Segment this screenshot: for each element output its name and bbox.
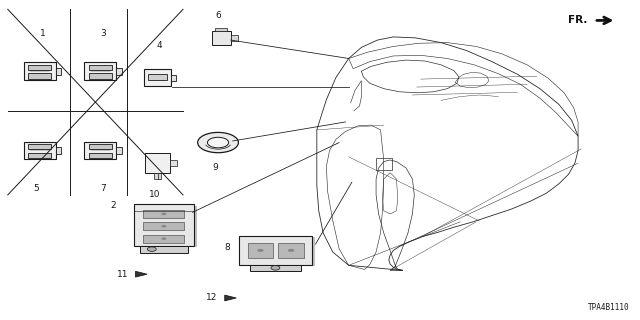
Text: 6: 6 — [215, 11, 221, 20]
Bar — [241, 237, 315, 266]
Text: 3: 3 — [100, 28, 106, 38]
Text: 4: 4 — [157, 41, 162, 50]
Text: FR.: FR. — [568, 15, 588, 25]
Bar — [89, 144, 111, 149]
Bar — [250, 265, 301, 271]
Bar — [239, 236, 312, 265]
Bar — [145, 153, 170, 173]
Bar — [148, 74, 167, 80]
Circle shape — [147, 247, 156, 252]
Bar — [28, 144, 51, 149]
Bar — [24, 62, 56, 80]
Bar — [28, 153, 51, 158]
Circle shape — [161, 225, 166, 228]
Circle shape — [271, 266, 280, 270]
Bar — [172, 75, 176, 81]
Bar — [134, 204, 194, 246]
Text: 8: 8 — [225, 243, 230, 252]
Circle shape — [161, 212, 166, 215]
Text: 5: 5 — [33, 184, 39, 193]
Bar — [28, 74, 51, 79]
Bar — [143, 210, 184, 218]
Text: 12: 12 — [206, 293, 218, 302]
Bar — [56, 68, 61, 75]
Bar — [24, 142, 56, 159]
Bar — [140, 246, 188, 252]
Bar — [89, 65, 111, 70]
Bar — [56, 147, 61, 154]
Bar — [89, 153, 111, 158]
Text: 7: 7 — [100, 184, 106, 193]
Bar — [89, 74, 111, 79]
Text: 11: 11 — [116, 270, 128, 279]
Bar — [84, 142, 116, 159]
Text: 2: 2 — [110, 202, 116, 211]
Bar — [84, 62, 116, 80]
Bar — [376, 158, 392, 170]
Circle shape — [288, 249, 294, 252]
Bar — [216, 28, 227, 31]
Circle shape — [161, 237, 166, 240]
Bar — [248, 243, 273, 258]
Bar — [143, 235, 184, 243]
Text: TPA4B1110: TPA4B1110 — [588, 303, 629, 312]
Bar — [116, 68, 122, 75]
Bar — [143, 222, 184, 230]
Circle shape — [207, 137, 228, 148]
Bar — [154, 173, 161, 179]
Text: 1: 1 — [40, 28, 45, 38]
Bar — [116, 147, 122, 154]
Bar — [278, 243, 304, 258]
Polygon shape — [136, 271, 147, 277]
Text: 10: 10 — [148, 190, 160, 199]
Bar — [136, 206, 196, 247]
Bar — [28, 65, 51, 70]
Circle shape — [198, 132, 239, 153]
Bar — [231, 35, 239, 41]
Bar — [212, 31, 231, 45]
Circle shape — [257, 249, 264, 252]
Bar — [170, 160, 177, 166]
Polygon shape — [225, 295, 236, 301]
Text: 9: 9 — [212, 164, 218, 172]
Bar — [144, 69, 172, 86]
